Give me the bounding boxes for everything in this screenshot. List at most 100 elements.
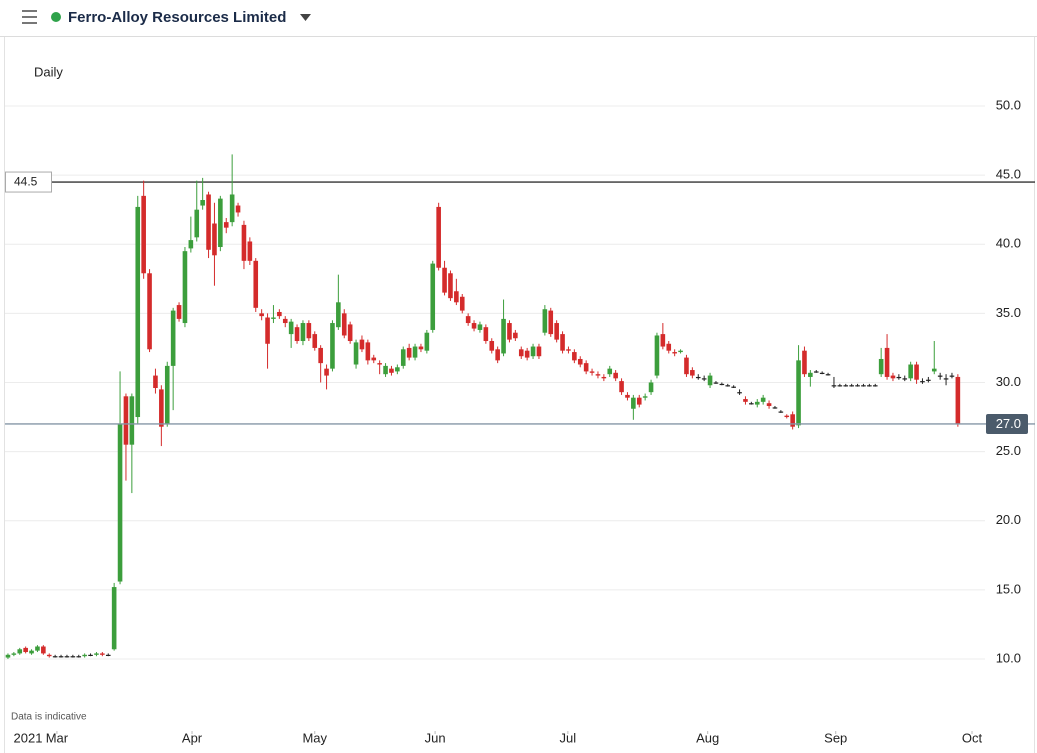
- candle-body: [719, 383, 725, 386]
- candle-body: [920, 381, 925, 383]
- candle-body: [601, 376, 607, 379]
- candle-body: [253, 260, 259, 308]
- candle-body: [300, 323, 306, 342]
- candle-body: [619, 381, 624, 393]
- y-tick-label: 15.0: [996, 581, 1021, 596]
- candle-body: [430, 263, 436, 330]
- candle-body: [855, 385, 860, 387]
- candle-body: [825, 374, 831, 376]
- candle-body: [105, 654, 111, 657]
- candle-body: [247, 241, 253, 261]
- candle-body: [867, 385, 872, 387]
- candle-body: [58, 656, 64, 658]
- candle-body: [465, 316, 471, 324]
- y-tick-label: 45.0: [996, 167, 1021, 182]
- candle-body: [937, 375, 943, 377]
- candle-body: [330, 323, 335, 369]
- candle-body: [389, 368, 394, 373]
- candle-body: [94, 653, 99, 655]
- dropdown-arrow[interactable]: [300, 14, 311, 21]
- candle-body: [206, 194, 211, 250]
- candle-body: [365, 342, 371, 361]
- menu-icon[interactable]: [22, 10, 37, 24]
- candle-body: [790, 414, 795, 427]
- candle-body: [88, 654, 93, 657]
- candle-body: [459, 296, 465, 311]
- candle-body: [707, 375, 713, 386]
- candle-body: [701, 378, 707, 380]
- candle-body: [418, 346, 424, 350]
- candle-body: [82, 654, 87, 657]
- candle-body: [542, 309, 548, 333]
- y-tick-label: 30.0: [996, 374, 1021, 389]
- candle-body: [117, 423, 123, 582]
- last-price-label: 27.0: [996, 416, 1021, 431]
- candle-body: [400, 349, 406, 366]
- x-tick-label: Jun: [425, 730, 446, 745]
- candle-body: [336, 302, 341, 328]
- candle-body: [754, 401, 760, 405]
- candle-body: [129, 396, 135, 445]
- candle-body: [560, 334, 565, 351]
- candle-body: [849, 385, 854, 387]
- y-tick-label: 40.0: [996, 236, 1021, 251]
- candle-body: [760, 397, 766, 402]
- y-tick-label: 20.0: [996, 512, 1021, 527]
- candle-body: [902, 378, 908, 380]
- candle-body: [477, 324, 483, 330]
- candle-body: [277, 311, 282, 317]
- candle-body: [495, 349, 500, 361]
- candle-body: [872, 385, 878, 387]
- x-tick-label: Jul: [560, 730, 577, 745]
- candle-body: [306, 323, 312, 339]
- candle-body: [595, 374, 601, 376]
- candle-body: [29, 650, 34, 654]
- candle-body: [631, 397, 636, 409]
- y-tick-label: 25.0: [996, 443, 1021, 458]
- instrument-title[interactable]: Ferro-Alloy Resources Limited: [68, 9, 286, 26]
- candle-body: [159, 389, 164, 427]
- x-tick-label: Mar: [46, 730, 69, 745]
- candle-body: [513, 332, 518, 339]
- candle-body: [454, 291, 459, 303]
- candle-body: [212, 223, 217, 256]
- x-tick-label: Apr: [182, 730, 203, 745]
- candle-body: [188, 240, 194, 249]
- candle-body: [796, 360, 801, 426]
- candle-body: [100, 653, 105, 655]
- candle-body: [548, 310, 554, 335]
- candle-body: [802, 350, 807, 375]
- candle-body: [312, 334, 318, 348]
- candle-body: [324, 368, 329, 376]
- candle-body: [896, 376, 902, 379]
- candle-body: [554, 323, 559, 340]
- candle-body: [949, 375, 955, 377]
- level-label-box: [5, 171, 52, 193]
- candle-body: [359, 339, 365, 350]
- candle-body: [164, 365, 170, 424]
- candle-body: [518, 349, 524, 357]
- candle-body: [46, 654, 52, 657]
- candle-body: [690, 370, 695, 376]
- candle-body: [395, 367, 400, 372]
- plot-area: 10.015.020.025.030.035.040.045.050.0Mar2…: [5, 97, 1035, 746]
- y-tick-label: 35.0: [996, 305, 1021, 320]
- candle-body: [577, 358, 583, 365]
- candle-body: [259, 313, 264, 317]
- candle-body: [678, 350, 683, 353]
- candle-body: [672, 352, 677, 354]
- x-tick-label: Oct: [962, 730, 983, 745]
- candle-body: [23, 647, 28, 653]
- x-tick-label: Sep: [824, 730, 847, 745]
- candle-body: [235, 205, 241, 213]
- candle-body: [589, 371, 595, 373]
- candle-body: [17, 649, 23, 654]
- candle-body: [914, 364, 919, 380]
- candle-body: [666, 343, 672, 351]
- x-tick-label-bg: [10, 730, 46, 746]
- candle-body: [878, 358, 884, 375]
- disclaimer: Data is indicative: [11, 712, 87, 723]
- x-tick-label: Aug: [696, 730, 719, 745]
- candle-body: [265, 317, 270, 344]
